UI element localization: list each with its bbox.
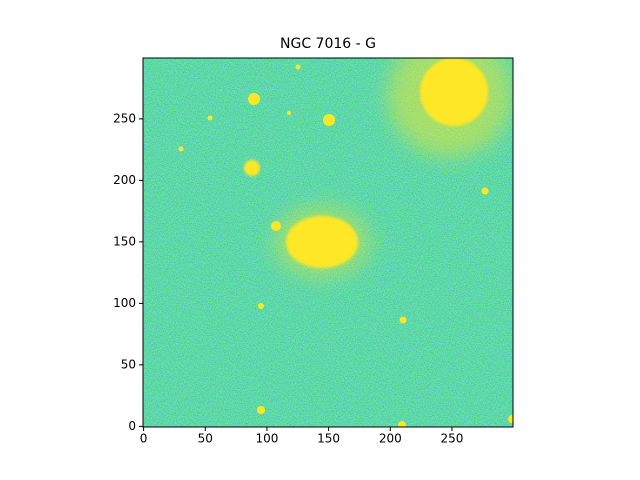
image bbox=[143, 58, 513, 427]
x-tick-label: 0 bbox=[140, 432, 148, 446]
chart-title: NGC 7016 - G bbox=[280, 36, 376, 52]
y-tick-label: 150 bbox=[113, 234, 136, 248]
y-tick-label: 250 bbox=[113, 111, 136, 125]
x-tick-label: 50 bbox=[198, 432, 213, 446]
y-tick-label: 200 bbox=[113, 173, 136, 187]
y-tick-label: 50 bbox=[121, 357, 136, 371]
x-tick-label: 200 bbox=[379, 432, 402, 446]
x-tick-label: 150 bbox=[317, 432, 340, 446]
x-tick-label: 250 bbox=[440, 432, 463, 446]
y-tick-label: 0 bbox=[128, 419, 136, 433]
y-tick-label: 100 bbox=[113, 296, 136, 310]
axes-frame bbox=[142, 57, 514, 428]
x-tick-label: 100 bbox=[255, 432, 278, 446]
